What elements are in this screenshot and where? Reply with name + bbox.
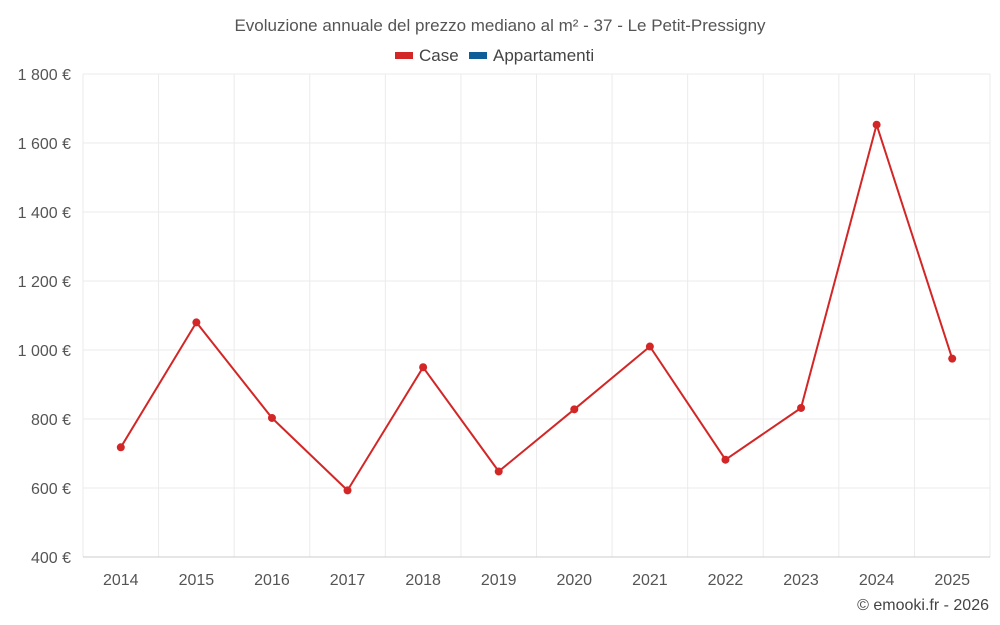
legend-item-appartamenti[interactable]: Appartamenti bbox=[469, 46, 594, 65]
data-point-2021[interactable] bbox=[645, 342, 654, 351]
legend-swatch bbox=[395, 52, 413, 59]
series-group bbox=[116, 120, 957, 495]
x-tick-label: 2025 bbox=[934, 572, 970, 589]
data-point-2017[interactable] bbox=[343, 486, 352, 495]
legend: Case Appartamenti bbox=[395, 46, 594, 65]
chart-title: Evoluzione annuale del prezzo mediano al… bbox=[234, 16, 766, 35]
data-point-2019[interactable] bbox=[494, 467, 503, 476]
x-axis: 2014 2015 2016 2017 2018 2019 2020 2021 2022 2023… bbox=[103, 572, 970, 589]
y-tick-label: 1 400 € bbox=[18, 205, 71, 222]
data-point-2022[interactable] bbox=[721, 455, 730, 464]
y-tick-label: 1 600 € bbox=[18, 136, 71, 153]
y-tick-label: 600 € bbox=[31, 481, 71, 498]
x-tick-label: 2020 bbox=[556, 572, 592, 589]
data-point-2020[interactable] bbox=[570, 405, 579, 414]
y-tick-label: 1 000 € bbox=[18, 343, 71, 360]
x-tick-label: 2016 bbox=[254, 572, 290, 589]
x-tick-label: 2014 bbox=[103, 572, 139, 589]
legend-swatch bbox=[469, 52, 487, 59]
legend-label: Appartamenti bbox=[493, 46, 594, 65]
x-tick-label: 2017 bbox=[330, 572, 366, 589]
grid bbox=[82, 73, 991, 557]
data-point-2014[interactable] bbox=[116, 443, 125, 452]
series-line-case bbox=[119, 123, 954, 492]
legend-label: Case bbox=[419, 46, 459, 65]
y-tick-label: 400 € bbox=[31, 550, 71, 567]
data-point-2024[interactable] bbox=[872, 120, 881, 129]
legend-item-case[interactable]: Case bbox=[395, 46, 459, 65]
data-point-2025[interactable] bbox=[948, 354, 957, 363]
x-tick-label: 2022 bbox=[708, 572, 744, 589]
y-axis: 400 € 600 € 800 € 1 000 € 1 200 € 1 400 € 1 60… bbox=[18, 67, 71, 567]
y-tick-label: 800 € bbox=[31, 412, 71, 429]
data-point-2015[interactable] bbox=[192, 318, 201, 327]
data-point-2023[interactable] bbox=[797, 403, 806, 412]
x-tick-label: 2023 bbox=[783, 572, 819, 589]
x-tick-label: 2019 bbox=[481, 572, 517, 589]
data-point-2016[interactable] bbox=[267, 413, 276, 422]
y-tick-label: 1 800 € bbox=[18, 67, 71, 84]
x-tick-label: 2018 bbox=[405, 572, 441, 589]
credit-text: © emooki.fr - 2026 bbox=[857, 597, 989, 614]
y-tick-label: 1 200 € bbox=[18, 274, 71, 291]
x-tick-label: 2024 bbox=[859, 572, 895, 589]
x-tick-label: 2021 bbox=[632, 572, 668, 589]
x-tick-label: 2015 bbox=[179, 572, 215, 589]
data-point-2018[interactable] bbox=[419, 363, 428, 372]
